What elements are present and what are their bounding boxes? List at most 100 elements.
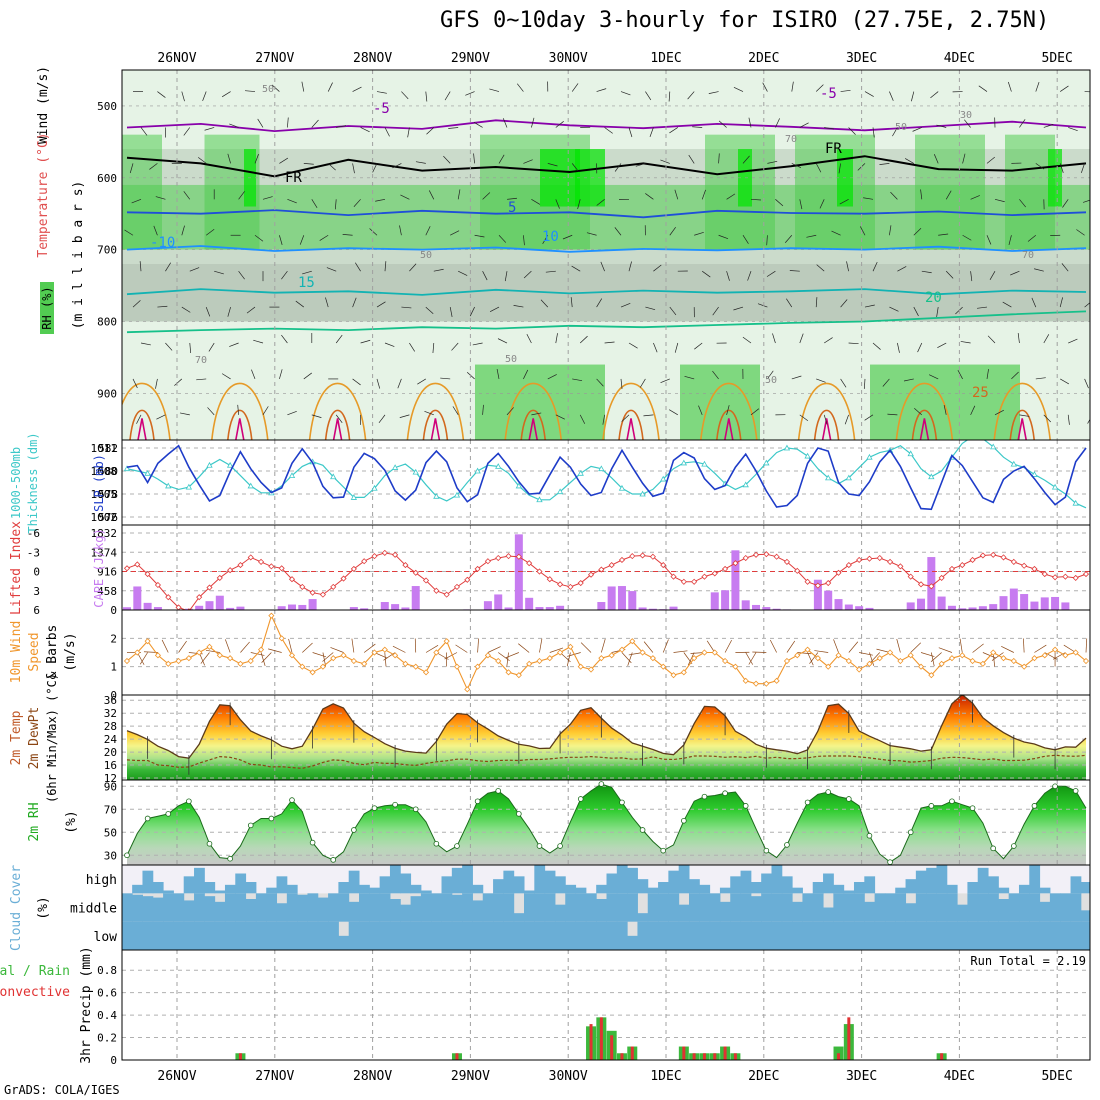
wind-barb — [506, 197, 517, 200]
cloud-high-bar — [194, 867, 205, 894]
wind-barb — [872, 261, 878, 272]
rh-low-moist — [870, 364, 1020, 440]
wind-barb — [336, 125, 347, 128]
precip-label: 3hr Precip (mm) — [79, 946, 94, 1063]
wind-barb — [604, 127, 613, 134]
wind-barb — [669, 409, 678, 416]
lifted-index-point — [196, 594, 203, 601]
wind-frame — [121, 609, 1091, 696]
wind-barb — [840, 299, 848, 308]
cape-bar — [721, 590, 730, 610]
cloud-low-bar — [410, 921, 422, 950]
cloud-middle-bar — [524, 893, 535, 922]
contour-label: 50 — [262, 84, 274, 95]
wind-barb — [303, 163, 314, 165]
contour-label: 10 — [542, 229, 559, 245]
wind-barb — [1081, 163, 1085, 173]
date-label-bottom: 29NOV — [451, 1069, 490, 1084]
wind-barb — [425, 644, 439, 653]
wind-barb — [205, 306, 211, 317]
wind-speed-point — [196, 649, 203, 656]
temp-tick: 20 — [104, 746, 117, 759]
cloud-low-bar — [420, 921, 432, 950]
wind-barb — [848, 127, 856, 135]
wind-speed-point — [299, 663, 306, 670]
wind-barb — [401, 306, 412, 309]
cloud-high-bar — [915, 870, 927, 894]
contour-label: FR — [285, 170, 302, 186]
wind-speed-point — [783, 657, 791, 665]
dewpt-label: 2m DewPt — [27, 707, 42, 770]
wind-barb — [549, 647, 564, 653]
wind-barb — [872, 342, 881, 350]
wind-barb — [227, 153, 231, 164]
wind-barb — [1093, 127, 1099, 135]
wind-barb — [742, 155, 750, 164]
cape-bar — [968, 607, 977, 610]
wind-barb — [279, 235, 283, 245]
lifted-index-point — [268, 563, 275, 570]
rh-point — [309, 839, 316, 846]
wind-barb — [859, 226, 866, 236]
rh-point — [784, 842, 790, 848]
cloud-low-bar — [1080, 921, 1090, 950]
wind-barb — [911, 91, 915, 102]
cloud-layer — [122, 865, 1090, 950]
temp-area — [127, 695, 1086, 780]
wind-barb — [155, 378, 158, 389]
cloud-low-bar — [1008, 921, 1020, 950]
thickness-point — [165, 482, 172, 489]
wind-barb — [628, 342, 638, 349]
wind-barb — [399, 225, 402, 236]
isotherm-FR — [126, 155, 1087, 178]
wind-barb — [1061, 263, 1069, 272]
cloud-low-bar — [359, 921, 370, 950]
wind-barb — [742, 235, 749, 244]
cloud-middle-bar — [493, 893, 504, 922]
wind-barb — [863, 197, 874, 200]
contour-label: 50 — [765, 375, 777, 386]
wind-speed-point — [825, 663, 832, 670]
lifted-index-point — [484, 558, 491, 565]
wind-speed-point — [412, 663, 419, 670]
wind-barb — [498, 235, 507, 243]
cape-bar — [947, 605, 956, 610]
wind-barb — [451, 342, 459, 351]
cloud-low-bar — [678, 921, 690, 950]
wind-speed-point — [876, 655, 883, 662]
wind-barb — [401, 91, 409, 100]
wind-barb — [687, 91, 695, 100]
cape-bar — [617, 586, 626, 610]
wind-barb — [688, 154, 695, 164]
wind-speed-point — [587, 666, 595, 673]
contour-label: 50 — [505, 354, 517, 365]
wind-speed-point — [227, 655, 234, 662]
cape-bar — [287, 604, 296, 610]
wind-barb — [198, 157, 207, 164]
lifted-index-point — [536, 568, 543, 575]
cape-bar — [277, 606, 286, 610]
cloud-low-bar — [833, 921, 845, 950]
wind-barb — [458, 270, 468, 276]
precip-convective-bar — [713, 1053, 717, 1060]
wind-speed-point — [453, 663, 461, 670]
thickness-point — [453, 491, 461, 498]
temp-tick: 16 — [104, 759, 117, 772]
wind-speed-point — [1021, 663, 1028, 670]
isotherm-30 — [227, 409, 253, 440]
lifted-index-point — [495, 554, 502, 562]
lifted-index-point — [979, 552, 986, 559]
wind-speed-point — [1010, 657, 1017, 665]
date-label-bottom: 30NOV — [549, 1069, 588, 1084]
cloud-low-bar — [637, 921, 649, 950]
lifted-index-point — [907, 573, 914, 580]
wind-barb — [523, 270, 532, 279]
cloud-high-bar — [606, 873, 618, 894]
slp-layer — [122, 440, 1090, 525]
wind-speed-point — [948, 655, 956, 662]
wind-barb — [643, 414, 654, 417]
slp-tick: 1002 — [91, 511, 118, 524]
lifted-index-point — [660, 562, 667, 569]
wind-barb — [1027, 234, 1037, 242]
thickness-point — [866, 453, 873, 460]
